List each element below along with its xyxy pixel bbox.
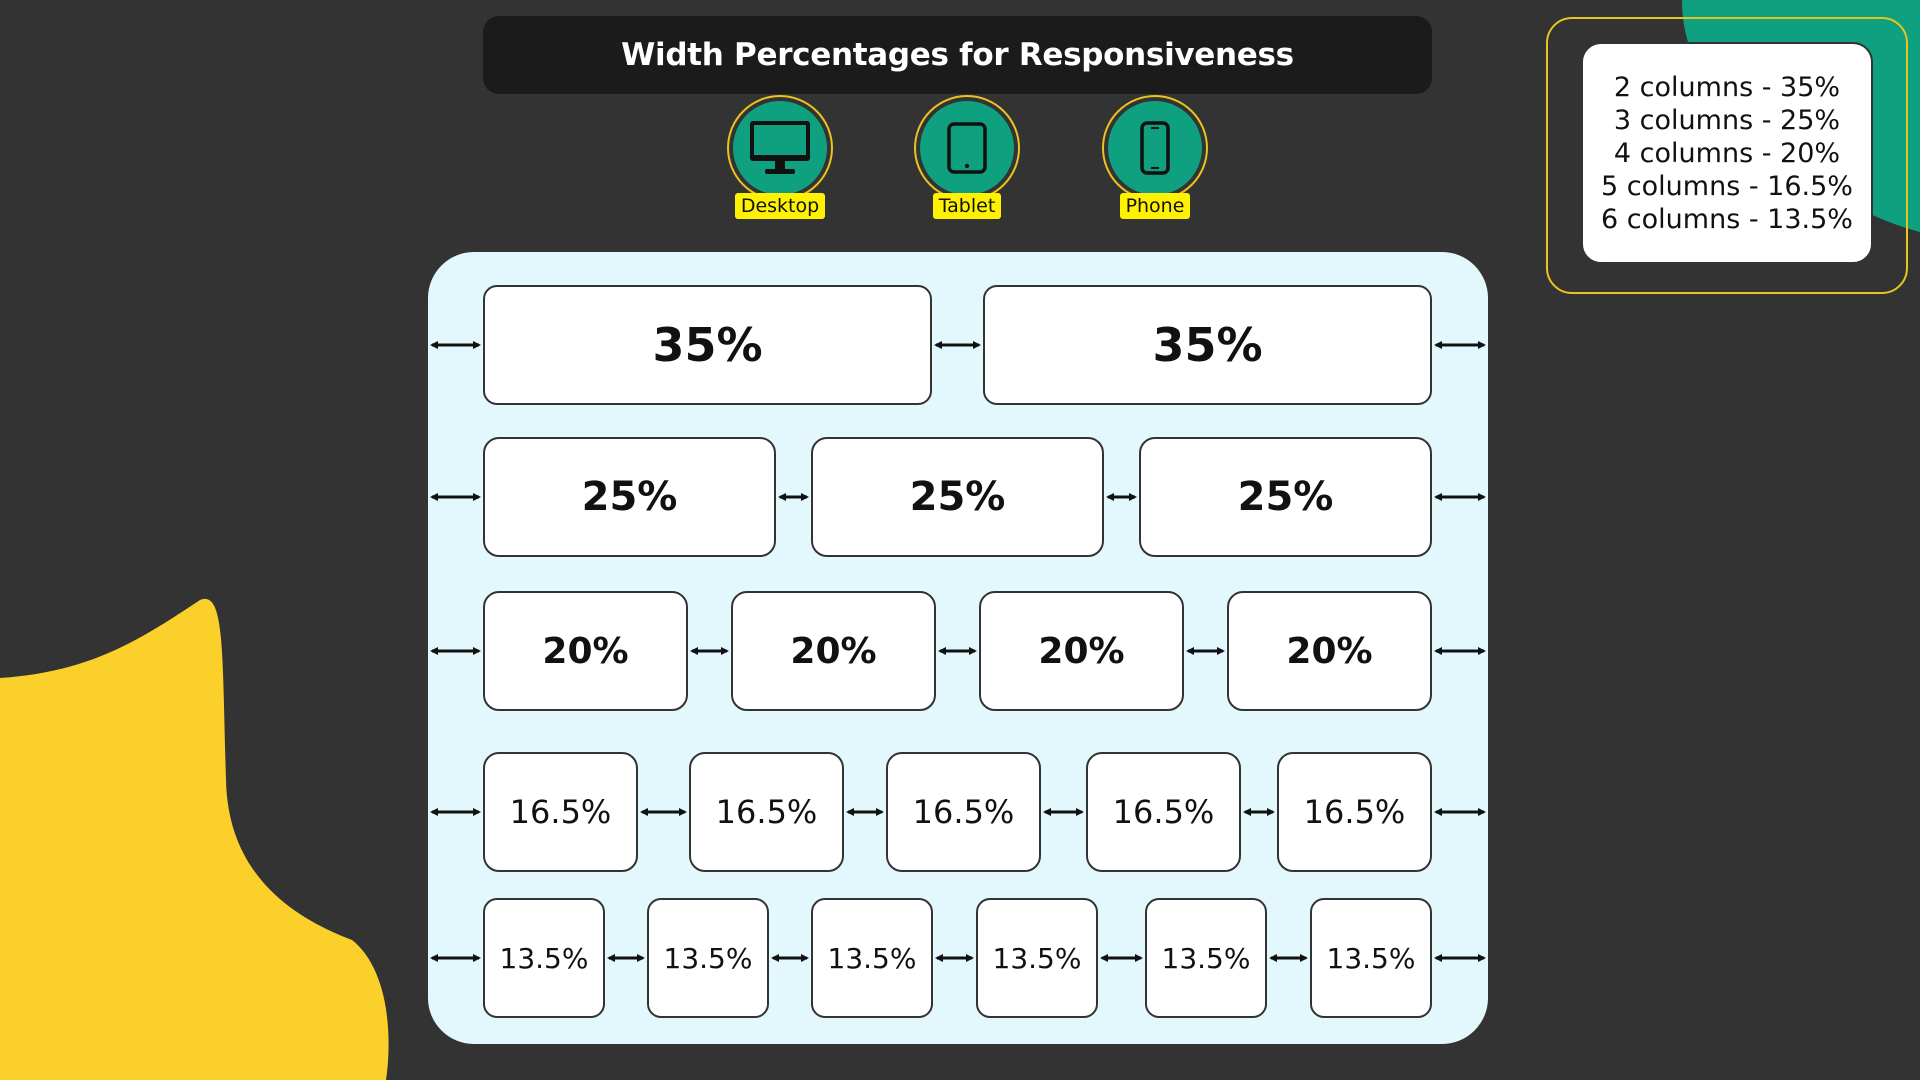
- column-box-13-5: 13.5%: [647, 898, 769, 1018]
- column-box-16-5: 16.5%: [1277, 752, 1432, 872]
- column-box-25: 25%: [483, 437, 776, 557]
- column-box-20: 20%: [1227, 591, 1432, 711]
- device-tablet: Tablet: [912, 95, 1022, 235]
- column-box-20: 20%: [731, 591, 936, 711]
- device-desktop: Desktop: [725, 95, 835, 235]
- column-box-16-5: 16.5%: [886, 752, 1041, 872]
- device-phone: Phone: [1100, 95, 1210, 235]
- title-bar: Width Percentages for Responsiveness: [483, 16, 1432, 94]
- device-label-phone: Phone: [1119, 193, 1191, 219]
- column-box-13-5: 13.5%: [483, 898, 605, 1018]
- column-box-25: 25%: [1139, 437, 1432, 557]
- legend-frame: [1546, 17, 1908, 294]
- column-box-13-5: 13.5%: [1310, 898, 1432, 1018]
- column-box-13-5: 13.5%: [976, 898, 1098, 1018]
- column-box-13-5: 13.5%: [811, 898, 933, 1018]
- legend-line: 6 columns - 13.5%: [1601, 203, 1853, 235]
- column-box-20: 20%: [483, 591, 688, 711]
- page-title: Width Percentages for Responsiveness: [621, 37, 1294, 73]
- column-box-35: 35%: [483, 285, 932, 405]
- column-box-16-5: 16.5%: [483, 752, 638, 872]
- column-box-25: 25%: [811, 437, 1104, 557]
- legend-line: 5 columns - 16.5%: [1601, 170, 1853, 202]
- legend-box: 2 columns - 35% 3 columns - 25% 4 column…: [1581, 42, 1873, 264]
- legend-line: 3 columns - 25%: [1613, 104, 1841, 136]
- column-box-16-5: 16.5%: [1086, 752, 1241, 872]
- phone-icon: [1140, 121, 1170, 175]
- desktop-monitor-icon: [750, 121, 810, 174]
- device-label-desktop: Desktop: [734, 193, 826, 219]
- yellow-blob: [0, 598, 389, 1080]
- column-box-13-5: 13.5%: [1145, 898, 1267, 1018]
- device-label-tablet: Tablet: [932, 193, 1002, 219]
- legend-line: 2 columns - 35%: [1613, 71, 1841, 103]
- column-box-35: 35%: [983, 285, 1432, 405]
- tablet-icon: [947, 122, 987, 174]
- column-box-20: 20%: [979, 591, 1184, 711]
- column-box-16-5: 16.5%: [689, 752, 844, 872]
- legend-line: 4 columns - 20%: [1613, 137, 1841, 169]
